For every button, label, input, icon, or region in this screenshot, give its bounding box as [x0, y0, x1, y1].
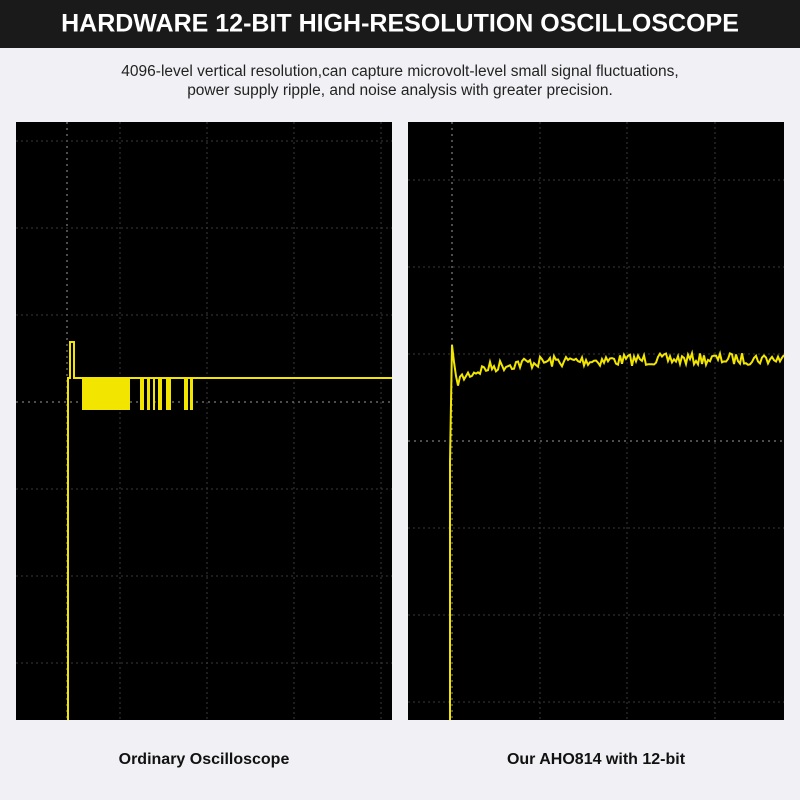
scope-screen: [408, 122, 784, 720]
noise-bar: [158, 378, 162, 410]
scope-screen: [16, 122, 392, 720]
noise-bar: [190, 378, 193, 410]
header-bar: [0, 0, 800, 48]
noise-bar: [140, 378, 144, 410]
noise-block: [82, 378, 130, 410]
caption: Ordinary Oscilloscope: [119, 751, 290, 768]
noise-bars: [140, 378, 193, 410]
trace: [67, 341, 392, 720]
title: HARDWARE 12-BIT HIGH-RESOLUTION OSCILLOS…: [61, 10, 739, 38]
trace: [449, 344, 785, 720]
grid: [408, 122, 784, 720]
noise-bar: [184, 378, 188, 410]
waveform: [449, 344, 785, 720]
noise-bar: [166, 378, 171, 410]
subtitle-line: power supply ripple, and noise analysis …: [187, 82, 613, 99]
noise-bar: [153, 378, 155, 410]
noise-bar: [147, 378, 150, 410]
caption: Our AHO814 with 12-bit: [507, 751, 686, 768]
waveform: [67, 341, 392, 720]
subtitle-line: 4096-level vertical resolution,can captu…: [121, 63, 678, 80]
